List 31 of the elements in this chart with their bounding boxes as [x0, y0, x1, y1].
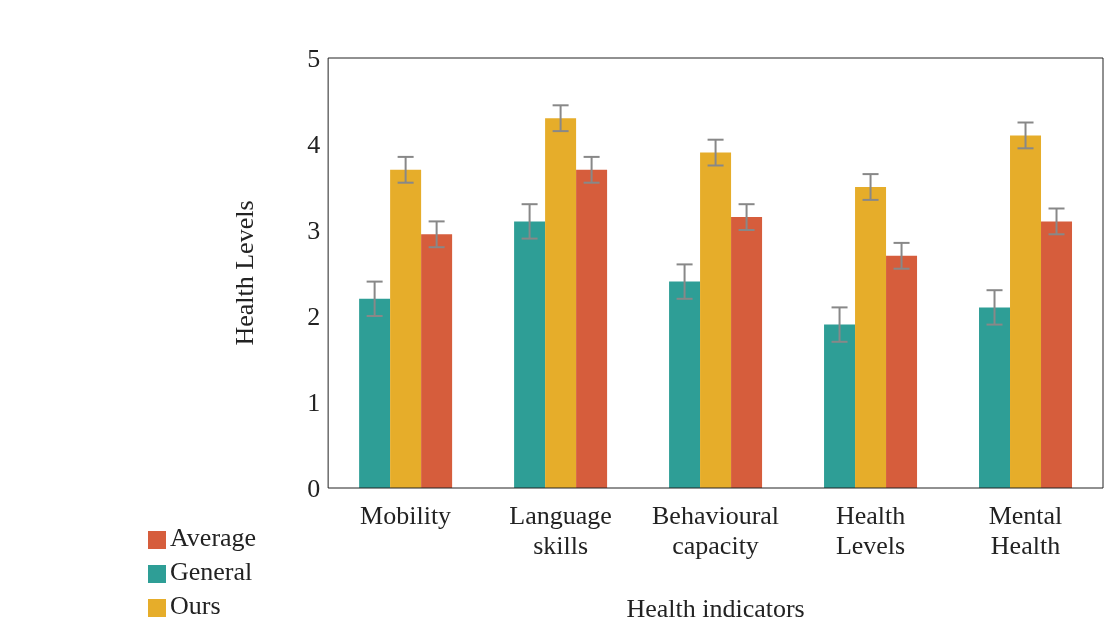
bar	[886, 255, 918, 488]
bar	[824, 324, 856, 488]
y-tick-label: 5	[307, 44, 321, 74]
x-tick-label: Health Levels	[835, 501, 906, 560]
bar	[855, 187, 887, 488]
x-tick-label: Language skills	[509, 501, 612, 560]
bar	[1041, 221, 1073, 488]
bar	[359, 298, 391, 488]
x-tick-label: Mobility	[360, 501, 452, 530]
legend-label: Average	[170, 523, 257, 552]
bar	[979, 307, 1011, 488]
legend-label: Ours	[170, 591, 221, 620]
bar	[514, 221, 546, 488]
legend-label: General	[170, 557, 253, 586]
y-tick-label: 3	[307, 216, 321, 246]
bar	[421, 234, 453, 488]
y-tick-label: 2	[307, 302, 321, 332]
bar	[1010, 135, 1042, 488]
bar	[545, 118, 577, 488]
x-tick-label: Behavioural capacity	[652, 501, 780, 560]
bar	[669, 281, 701, 488]
bar	[700, 152, 732, 488]
y-tick-label: 1	[307, 388, 321, 418]
y-tick-label: 4	[307, 130, 321, 160]
bar	[576, 169, 608, 488]
y-axis-title: Health Levels	[230, 200, 260, 346]
bar	[390, 169, 422, 488]
y-tick-label: 0	[307, 474, 321, 504]
bar	[731, 217, 763, 488]
x-axis-title: Health indicators	[626, 594, 805, 623]
x-tick-label: Mental Health	[988, 501, 1063, 560]
